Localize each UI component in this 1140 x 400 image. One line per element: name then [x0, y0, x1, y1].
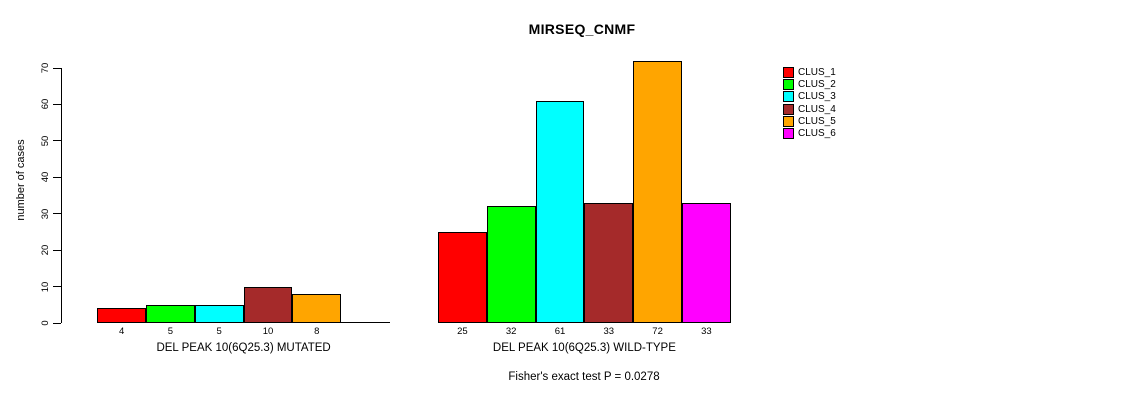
- legend-item-clus-2: CLUS_2: [783, 78, 836, 90]
- bar-wildtype-clus-2: [486, 206, 536, 323]
- bar-wildtype-clus-5: [633, 60, 682, 323]
- legend-item-label: CLUS_6: [798, 128, 836, 140]
- bar-wildtype-clus-4: [584, 202, 634, 323]
- legend-item-clus-4: CLUS_4: [783, 103, 836, 115]
- y-tick-label: 30: [40, 208, 51, 219]
- y-tick-label: 70: [40, 62, 51, 74]
- y-tick-mark: [53, 67, 61, 69]
- y-tick-mark: [53, 103, 61, 105]
- bar-wildtype-clus-6: [682, 202, 731, 323]
- y-tick-label: 20: [40, 244, 51, 256]
- legend-item-clus-5: CLUS_5: [783, 115, 836, 127]
- bar-value-label: 33: [701, 326, 712, 337]
- bar-mutated-clus-4: [243, 286, 293, 323]
- bar-value-label: 32: [505, 326, 517, 337]
- group-label-wildtype: DEL PEAK 10(6Q25.3) WILD-TYPE: [492, 342, 676, 354]
- y-tick-label: 10: [40, 281, 51, 292]
- y-tick-label: 60: [40, 99, 51, 110]
- y-axis-line: [61, 68, 62, 323]
- legend-item-label: CLUS_5: [798, 115, 836, 127]
- y-tick-mark: [53, 176, 61, 178]
- y-axis-label: number of cases: [15, 139, 27, 221]
- bar-value-label: 33: [603, 326, 615, 337]
- bar-value-label: 61: [554, 326, 566, 337]
- y-tick-mark: [53, 286, 61, 288]
- legend-item-clus-1: CLUS_1: [783, 66, 836, 78]
- chart-title: MIRSEQ_CNMF: [528, 21, 636, 37]
- legend-item-label: CLUS_4: [798, 103, 836, 115]
- legend-color-swatch: [783, 128, 794, 140]
- legend-item-label: CLUS_2: [798, 78, 836, 90]
- legend-color-swatch: [783, 103, 794, 115]
- bar-value-label: 72: [652, 326, 663, 337]
- bar-value-label: 5: [216, 326, 222, 337]
- y-tick-mark: [53, 322, 61, 324]
- bar-mutated-clus-3: [194, 304, 244, 323]
- legend-color-swatch: [783, 115, 794, 127]
- y-tick-label: 0: [40, 320, 51, 326]
- bar-value-label: 4: [118, 326, 125, 337]
- y-tick-mark: [53, 213, 61, 215]
- y-tick-mark: [53, 140, 61, 142]
- group-label-mutated: DEL PEAK 10(6Q25.3) MUTATED: [156, 342, 331, 354]
- bar-wildtype-clus-3: [535, 100, 585, 323]
- legend-color-swatch: [783, 91, 794, 103]
- bar-value-label: 5: [167, 326, 174, 337]
- bar-wildtype-clus-1: [438, 231, 487, 323]
- legend-color-swatch: [783, 66, 794, 78]
- y-tick-label: 40: [40, 172, 51, 183]
- legend-item-clus-6: CLUS_6: [783, 127, 836, 140]
- bar-value-label: 25: [457, 326, 468, 337]
- bar-mutated-clus-2: [146, 304, 195, 323]
- bar-value-label: 10: [262, 326, 274, 337]
- fisher-test-text: Fisher's exact test P = 0.0278: [508, 371, 660, 383]
- legend-color-swatch: [783, 78, 794, 90]
- legend-item-clus-3: CLUS_3: [783, 91, 836, 103]
- legend-item-label: CLUS_1: [798, 66, 836, 78]
- legend: CLUS_1 CLUS_2 CLUS_3 CLUS_4 CLUS_5 CLUS_6: [783, 66, 836, 140]
- bar-mutated-clus-1: [97, 308, 146, 323]
- bar-value-label: 8: [314, 326, 320, 337]
- y-tick-label: 50: [40, 135, 51, 147]
- bar-mutated-clus-5: [292, 293, 342, 323]
- legend-item-label: CLUS_3: [798, 91, 836, 103]
- y-tick-mark: [53, 249, 61, 251]
